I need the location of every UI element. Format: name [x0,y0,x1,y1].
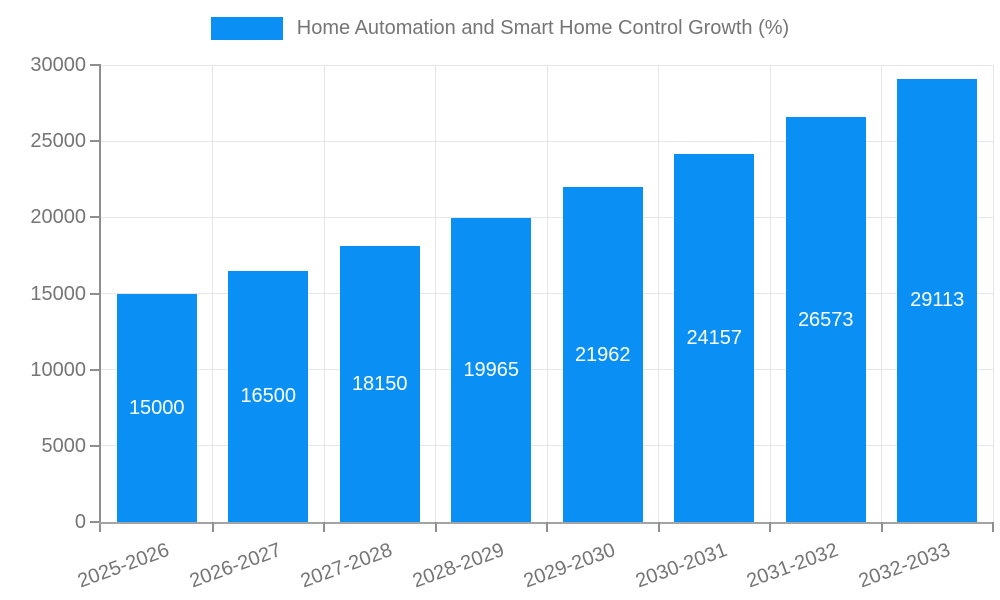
x-tick [992,522,994,532]
y-axis-label: 25000 [30,130,86,153]
y-axis-label: 15000 [30,282,86,305]
bar: 24157 [674,154,755,522]
bar-value-label: 24157 [686,327,743,349]
bar-value-label: 18150 [351,372,408,395]
v-gridline [212,65,213,522]
x-tick [434,522,437,532]
y-axis-label: 0 [74,511,86,533]
bar: 18150 [339,245,420,522]
y-tick [90,216,101,219]
x-tick [880,522,883,532]
y-axis-label: 10000 [30,358,86,381]
chart-title: Home Automation and Smart Home Control G… [296,17,790,39]
x-axis-label: 2027-2028 [297,539,396,593]
y-tick [90,444,101,447]
x-axis-label: 2030-2031 [632,539,730,593]
bar: 16500 [228,270,309,522]
bar-value-label: 21962 [574,343,631,366]
y-tick [90,64,101,66]
y-tick [90,140,101,143]
x-axis-label: 2031-2032 [743,539,842,593]
bar-value-label: 29113 [910,289,965,312]
x-tick [657,522,660,532]
v-gridline [546,65,548,522]
x-axis-label: 2028-2029 [409,539,507,593]
x-tick [323,522,325,532]
x-axis-label: 2029-2030 [520,539,619,593]
bar-value-label: 15000 [128,396,185,419]
bar: 29113 [897,78,978,522]
y-axis-label: 20000 [30,206,86,229]
v-gridline [323,65,325,522]
y-axis-label: 5000 [41,434,87,457]
bar: 26573 [785,117,866,522]
x-tick [211,522,214,532]
x-axis-label: 2026-2027 [186,539,284,593]
v-gridline [992,65,994,522]
x-axis-label: 2032-2033 [855,539,953,593]
bar: 21962 [562,187,643,522]
bar: 15000 [116,293,197,522]
x-tick [546,522,548,532]
y-tick [90,368,101,371]
bar-value-label: 26573 [797,308,854,331]
legend-swatch [210,17,283,40]
v-gridline [769,65,771,522]
bar-value-label: 19965 [463,358,520,381]
bar-value-label: 16500 [240,385,297,408]
v-gridline [435,65,436,522]
v-gridline [881,65,882,522]
y-axis-label: 30000 [30,54,86,76]
bar: 19965 [451,217,532,522]
plot-area: 15000 16500 18150 19965 21962 24157 26573 29113 [101,64,994,522]
v-gridline [658,65,659,522]
y-tick [90,292,101,295]
legend: Home Automation and Smart Home Control G… [0,17,1000,40]
y-tick [90,521,101,523]
y-axis-line [99,65,101,532]
x-tick [769,522,771,532]
x-axis-label: 2025-2026 [74,539,173,593]
